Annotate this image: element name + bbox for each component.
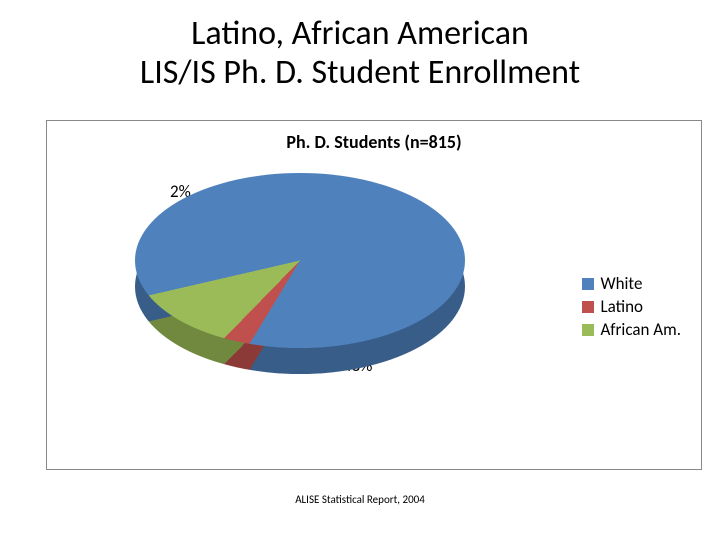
chart-title: Ph. D. Students (n=815) [47, 131, 701, 153]
title-line-2: LIS/IS Ph. D. Student Enrollment [140, 52, 580, 93]
chart-container: Ph. D. Students (n=815) 2% 5% 48% White … [46, 120, 702, 470]
footer-citation: ALISE Statistical Report, 2004 [0, 493, 720, 506]
legend-item-african: African Am. [582, 319, 681, 340]
legend-label: White [600, 273, 642, 294]
pie-chart [135, 173, 465, 383]
legend-swatch [582, 324, 594, 336]
legend-swatch [582, 278, 594, 290]
legend-item-latino: Latino [582, 296, 681, 317]
legend-label: African Am. [600, 319, 681, 340]
legend-swatch [582, 301, 594, 313]
legend-item-white: White [582, 273, 681, 294]
slide-title: Latino, African American LIS/IS Ph. D. S… [0, 0, 720, 98]
title-line-1: Latino, African American [191, 13, 529, 54]
legend-label: Latino [600, 296, 643, 317]
pie-top [135, 173, 465, 348]
legend: White Latino African Am. [582, 271, 681, 342]
